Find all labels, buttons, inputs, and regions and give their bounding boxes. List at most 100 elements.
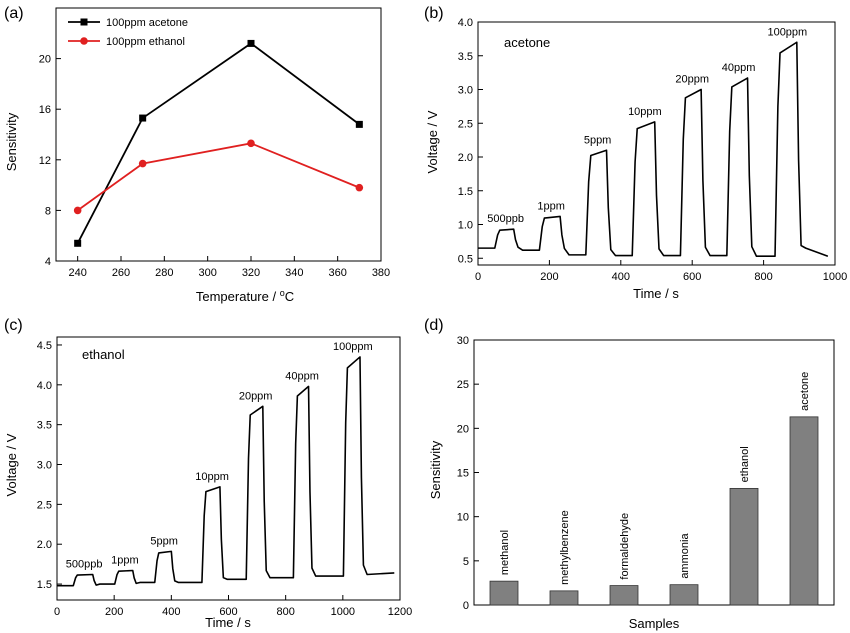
panel-d-ytick-label: 15 — [457, 468, 469, 480]
panel-b: (b) Time / s Voltage / V acetone 0 200 400… — [424, 5, 847, 301]
series-line-0 — [76, 42, 360, 244]
series-line-1 — [77, 142, 360, 212]
panel-b-xtick-label: 1000 — [823, 271, 847, 283]
concentration-label: 40ppm — [722, 62, 756, 74]
data-point — [73, 206, 82, 215]
legend-marker — [80, 18, 88, 26]
panel-a-ytick-label: 8 — [45, 205, 51, 217]
panel-b-xtick-label: 600 — [683, 271, 701, 283]
response-curve — [57, 356, 395, 587]
panel-b-ytick-label: 1.5 — [458, 186, 473, 198]
panel-c-xtick-label: 0 — [54, 606, 60, 618]
bar — [669, 584, 699, 606]
panel-d-ytick-label: 0 — [463, 600, 469, 612]
concentration-label: 1ppm — [111, 555, 139, 567]
panel-a-ytick-label: 20 — [39, 54, 51, 66]
panel-d-ylabel: Sensitivity — [428, 440, 443, 499]
panel-c-xtick-label: 200 — [105, 606, 123, 618]
panel-b-title: acetone — [504, 35, 550, 50]
panel-d-xlabel: Samples — [629, 616, 680, 631]
bar-label: methanol — [499, 530, 511, 575]
panel-a-xtick-label: 240 — [68, 267, 86, 279]
panel-c: (c) Time / s Voltage / V ethanol 0 200 400… — [4, 317, 412, 630]
bar-label: ethanol — [739, 446, 751, 482]
concentration-label: 500ppb — [66, 558, 103, 570]
panel-d-frame — [473, 339, 835, 606]
panel-c-title: ethanol — [82, 347, 125, 362]
panel-c-xtick-label: 800 — [276, 606, 294, 618]
panel-b-ytick-label: 2.0 — [458, 152, 473, 164]
concentration-label: 10ppm — [628, 106, 662, 118]
panel-c-ytick-label: 1.5 — [37, 579, 52, 591]
panel-b-xtick-label: 400 — [612, 271, 630, 283]
panel-b-ytick-label: 3.5 — [458, 51, 473, 63]
panel-c-xtick-label: 600 — [219, 606, 237, 618]
panel-b-ytick-label: 3.0 — [458, 85, 473, 97]
panel-a-xtick-label: 380 — [372, 267, 390, 279]
panel-a-xtick-label: 320 — [242, 267, 260, 279]
panel-d-ytick-label: 10 — [457, 512, 469, 524]
concentration-label: 20ppm — [675, 74, 709, 86]
panel-b-label: (b) — [424, 5, 444, 22]
concentration-label: 100ppm — [333, 341, 373, 353]
bar-label: formaldehyde — [619, 513, 631, 580]
data-point — [247, 39, 255, 47]
panel-c-ylabel: Voltage / V — [4, 433, 19, 496]
data-point — [138, 159, 147, 168]
panel-a-ylabel: Sensitivity — [4, 112, 19, 171]
panel-b-xtick-label: 0 — [475, 271, 481, 283]
legend-label: 100ppm ethanol — [106, 36, 185, 48]
bar-label: ammonia — [679, 533, 691, 579]
panel-c-xlabel: Time / s — [205, 615, 251, 630]
concentration-label: 100ppm — [767, 26, 807, 38]
panel-a-xtick-label: 360 — [328, 267, 346, 279]
data-point — [355, 120, 363, 128]
panel-a-xtick-label: 260 — [112, 267, 130, 279]
bar — [789, 416, 819, 606]
concentration-label: 1ppm — [537, 200, 565, 212]
bar — [729, 487, 759, 606]
legend-marker — [80, 37, 88, 45]
panel-b-frame — [477, 21, 836, 266]
data-point — [247, 139, 255, 148]
concentration-label: 20ppm — [239, 390, 273, 402]
panel-b-ytick-label: 4.0 — [458, 17, 473, 29]
panel-b-ytick-label: 2.5 — [458, 118, 473, 130]
panel-d-ytick-label: 25 — [457, 379, 469, 391]
panel-b-ytick-label: 0.5 — [458, 253, 473, 265]
panel-a-xtick-label: 340 — [285, 267, 303, 279]
panel-a: (a) Temperature / oC Sensitivity 240 260 2… — [4, 5, 390, 304]
panel-a-ytick-label: 16 — [39, 104, 51, 116]
panel-c-xtick-label: 1000 — [331, 606, 355, 618]
legend-label: 100ppm acetone — [106, 17, 188, 29]
concentration-label: 500ppb — [487, 213, 524, 225]
bar — [609, 585, 639, 606]
panel-c-ytick-label: 4.5 — [37, 340, 52, 352]
panel-a-ytick-label: 12 — [39, 155, 51, 167]
concentration-label: 10ppm — [195, 471, 229, 483]
panel-a-frame — [55, 7, 382, 262]
panel-c-ytick-label: 3.5 — [37, 420, 52, 432]
panel-b-xtick-label: 800 — [754, 271, 772, 283]
panel-c-ytick-label: 2.0 — [37, 539, 52, 551]
panel-d-ytick-label: 30 — [457, 335, 469, 347]
bar-label: methylbenzene — [559, 510, 571, 585]
panel-b-xtick-label: 200 — [540, 271, 558, 283]
panel-c-ytick-label: 3.0 — [37, 460, 52, 472]
response-curve — [478, 41, 829, 258]
panel-a-label: (a) — [4, 5, 24, 22]
panel-d-ytick-label: 5 — [463, 556, 469, 568]
panel-c-ytick-label: 2.5 — [37, 499, 52, 511]
panel-d-label: (d) — [424, 317, 444, 334]
concentration-label: 5ppm — [150, 535, 178, 547]
bar — [489, 580, 519, 606]
panel-c-ytick-label: 4.0 — [37, 380, 52, 392]
panel-c-xtick-label: 400 — [162, 606, 180, 618]
panel-a-xtick-label: 280 — [155, 267, 173, 279]
data-point — [74, 239, 82, 247]
data-point — [355, 183, 364, 192]
panel-b-ylabel: Voltage / V — [425, 110, 440, 173]
data-point — [139, 114, 147, 122]
panel-c-label: (c) — [4, 317, 23, 334]
